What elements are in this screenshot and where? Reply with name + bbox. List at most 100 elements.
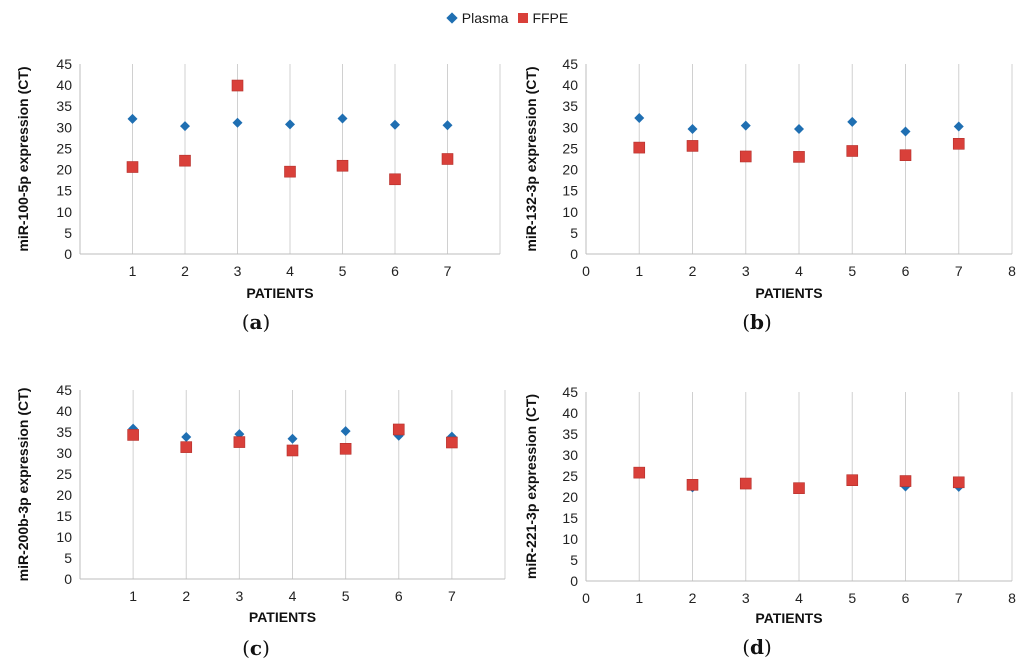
y-tick-label: 0 [64, 246, 72, 262]
x-tick-label: 7 [448, 588, 456, 604]
y-axis-title: miR-221-3p expression (CT) [523, 394, 539, 579]
y-tick-label: 5 [570, 225, 578, 241]
y-tick-label: 15 [562, 510, 578, 526]
ffpe-point [899, 149, 912, 161]
x-tick-label: 3 [742, 590, 750, 606]
y-tick-label: 15 [562, 183, 578, 199]
y-tick-label: 25 [562, 140, 578, 156]
ffpe-point [633, 141, 646, 154]
ffpe-point [739, 150, 752, 163]
y-tick-label: 5 [64, 550, 72, 566]
x-tick-label: 3 [235, 588, 243, 604]
plasma-point [128, 423, 139, 434]
ffpe-point [284, 165, 296, 178]
ffpe-point [441, 153, 454, 165]
x-tick-label: 4 [795, 590, 803, 606]
x-axis-title: PATIENTS [249, 609, 316, 625]
x-tick-label: 5 [342, 588, 350, 604]
panel-label: (a) [242, 310, 271, 334]
x-tick-label: 1 [635, 590, 643, 606]
x-tick-label: 6 [391, 263, 399, 279]
y-axis-title: miR-100-5p expression (CT) [15, 66, 31, 251]
y-tick-label: 35 [562, 426, 578, 442]
x-tick-label: 2 [689, 590, 697, 606]
x-tick-label: 3 [742, 263, 750, 279]
ffpe-point [233, 436, 246, 448]
x-axis-title: PATIENTS [755, 610, 822, 626]
y-tick-label: 10 [56, 529, 72, 545]
plasma-point [287, 433, 298, 444]
x-tick-label: 1 [129, 588, 137, 604]
x-tick-label: 2 [689, 263, 697, 279]
ffpe-point [231, 79, 244, 92]
plasma-point [340, 426, 351, 437]
x-tick-label: 5 [848, 590, 856, 606]
y-tick-label: 45 [562, 56, 578, 72]
panel-label: (b) [742, 310, 772, 334]
x-tick-label: 5 [339, 263, 347, 279]
x-axis-title: PATIENTS [246, 285, 313, 301]
x-tick-label: 4 [795, 263, 803, 279]
square-marker-icon [518, 13, 529, 23]
y-tick-label: 20 [562, 489, 578, 505]
ffpe-point [633, 466, 646, 479]
y-tick-label: 35 [562, 98, 578, 114]
y-tick-label: 40 [56, 403, 72, 419]
y-tick-label: 10 [562, 531, 578, 547]
y-tick-label: 30 [562, 447, 578, 463]
y-tick-label: 25 [562, 468, 578, 484]
x-tick-label: 5 [848, 263, 856, 279]
y-tick-label: 20 [562, 162, 578, 178]
plasma-point [285, 119, 295, 130]
plasma-point [687, 124, 698, 135]
legend-label-plasma: Plasma [461, 10, 509, 26]
plasma-point [234, 429, 245, 440]
y-tick-label: 30 [56, 119, 72, 135]
ffpe-point [952, 476, 965, 489]
x-tick-label: 2 [181, 263, 189, 279]
y-tick-label: 40 [56, 77, 72, 93]
ffpe-point [686, 140, 699, 152]
ffpe-point [127, 429, 139, 441]
plasma-point [740, 120, 751, 131]
ffpe-point [952, 138, 965, 150]
legend-item-plasma: Plasma [446, 10, 509, 26]
x-tick-label: 8 [1008, 590, 1016, 606]
y-tick-label: 5 [64, 225, 72, 241]
ffpe-point [336, 159, 349, 172]
ffpe-point [180, 441, 193, 453]
y-axis-title: miR-132-3p expression (CT) [523, 66, 539, 251]
x-tick-label: 6 [395, 588, 403, 604]
y-tick-label: 0 [570, 573, 578, 589]
y-tick-label: 0 [570, 246, 578, 262]
ffpe-point [739, 477, 752, 490]
plasma-point [127, 113, 138, 124]
y-tick-label: 5 [570, 552, 578, 568]
x-tick-label: 7 [955, 263, 963, 279]
x-tick-label: 2 [182, 588, 190, 604]
plasma-point [180, 121, 190, 132]
y-tick-label: 30 [56, 445, 72, 461]
ffpe-point [686, 479, 699, 491]
y-tick-label: 25 [56, 140, 72, 156]
y-tick-label: 40 [562, 405, 578, 421]
ffpe-point [793, 151, 805, 163]
ffpe-point [846, 145, 859, 157]
y-tick-label: 20 [56, 487, 72, 503]
x-axis-title: PATIENTS [755, 285, 822, 301]
ffpe-point [446, 436, 458, 449]
ffpe-point [793, 482, 805, 494]
y-tick-label: 45 [56, 382, 72, 398]
x-tick-label: 8 [1008, 263, 1016, 279]
ffpe-point [339, 443, 352, 455]
ffpe-point [126, 161, 139, 173]
x-tick-label: 7 [955, 590, 963, 606]
y-tick-label: 15 [56, 508, 72, 524]
y-tick-label: 30 [562, 119, 578, 135]
x-tick-label: 7 [444, 263, 452, 279]
plasma-point [900, 126, 911, 137]
x-tick-label: 3 [234, 263, 242, 279]
x-tick-label: 4 [289, 588, 297, 604]
